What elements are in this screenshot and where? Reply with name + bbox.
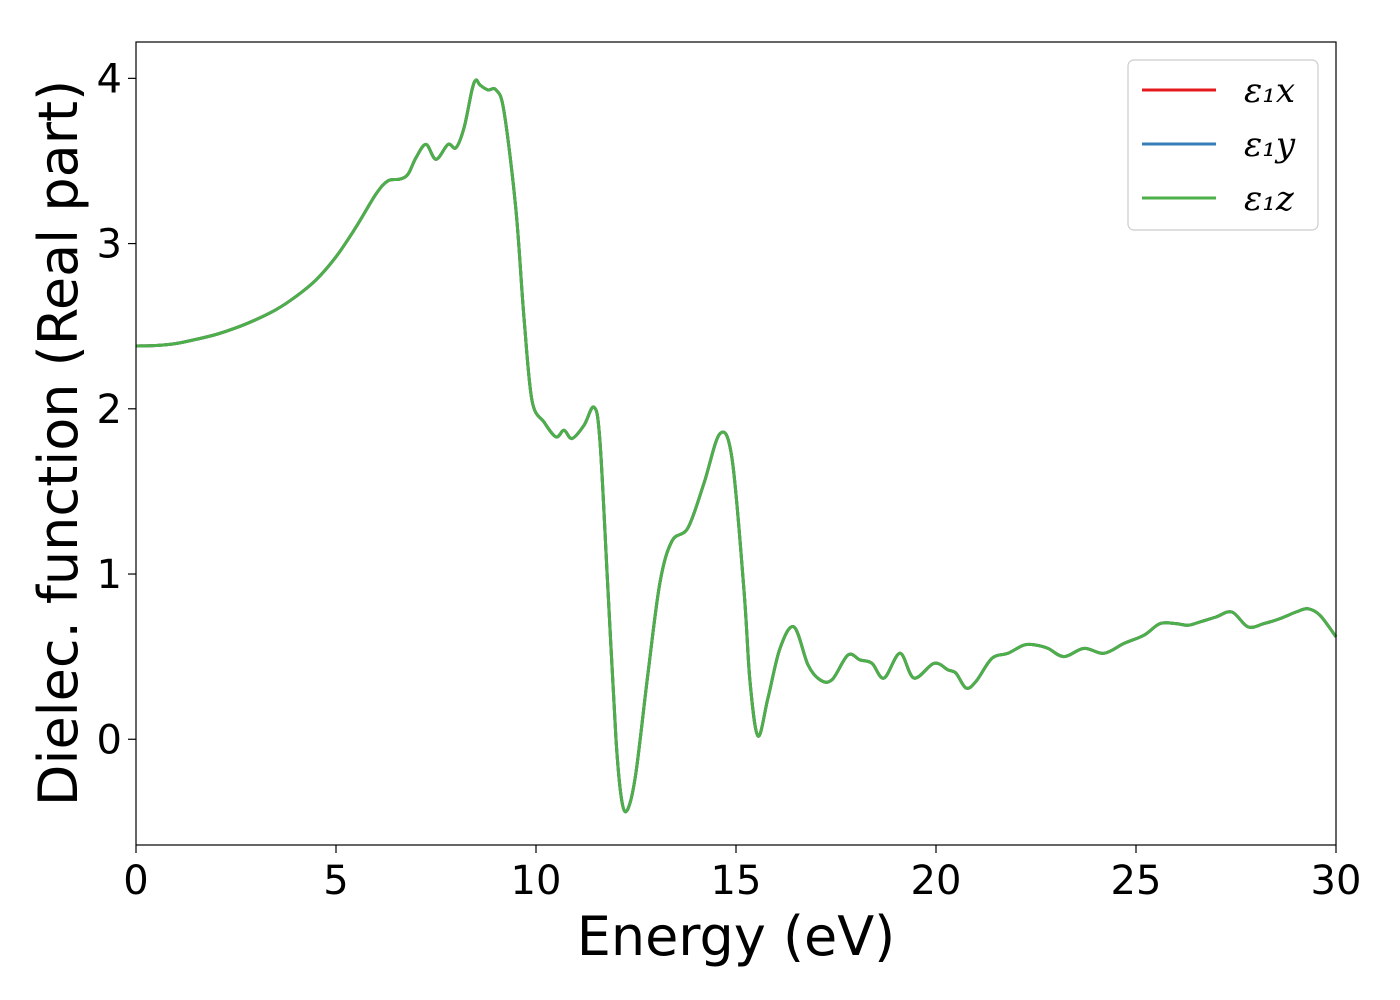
y-tick-label: 4 [97, 56, 122, 102]
legend-label-x: ε₁x [1244, 71, 1295, 111]
x-tick-label: 10 [511, 858, 562, 904]
legend-label-z: ε₁z [1244, 179, 1295, 219]
legend-label-y: ε₁y [1244, 125, 1296, 165]
x-tick-label: 15 [711, 858, 762, 904]
x-tick-label: 30 [1311, 858, 1362, 904]
y-tick-label: 3 [97, 222, 122, 268]
ticks-layer: 0 5 10 15 20 25 30 0 1 2 3 4 [97, 56, 1362, 904]
series-line-z [135, 78, 1338, 814]
x-tick-label: 20 [911, 858, 962, 904]
x-tick-label: 25 [1111, 858, 1162, 904]
x-tick-label: 5 [323, 858, 348, 904]
y-tick-label: 0 [97, 717, 122, 763]
series-layer [135, 78, 1338, 814]
legend: ε₁x ε₁y ε₁z [1127, 59, 1319, 231]
y-tick-label: 2 [97, 387, 122, 433]
y-axis-label: Dielec. function (Real part) [27, 80, 90, 806]
legend-box [1127, 59, 1319, 231]
x-tick-label: 0 [123, 858, 148, 904]
y-tick-label: 1 [97, 552, 122, 598]
x-axis-label: Energy (eV) [577, 905, 896, 968]
